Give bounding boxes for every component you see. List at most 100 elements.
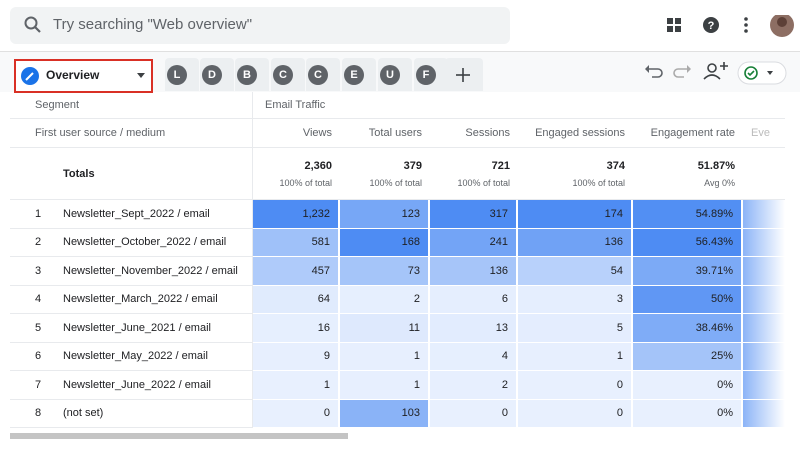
metric-cell: 0 [518, 371, 633, 400]
tab[interactable]: B [235, 58, 269, 91]
metric-cell: 3 [518, 285, 633, 314]
tab[interactable]: C [271, 58, 305, 91]
row-index: 5 [10, 314, 55, 343]
metric-cell [743, 200, 785, 229]
tab[interactable]: C [306, 58, 340, 91]
metric-cell: 1 [518, 342, 633, 371]
tab[interactable]: L [165, 58, 199, 91]
svg-text:?: ? [708, 20, 715, 32]
tab-letter: U [380, 65, 400, 85]
segment-label: Segment [10, 92, 253, 119]
metric-cell: 1 [340, 342, 430, 371]
total-value: 374 [606, 159, 625, 172]
metric-cell: 123 [340, 200, 430, 229]
metric-cell: 241 [430, 228, 518, 257]
column-header: Eve [743, 119, 785, 148]
metric-cell: 2 [430, 371, 518, 400]
metric-cell: 136 [518, 228, 633, 257]
tab-letter: F [416, 65, 436, 85]
tab-label: Overview [46, 68, 100, 82]
search-icon [24, 16, 41, 33]
metric-cell: 56.43% [633, 228, 743, 257]
totals-cell: 51.87% Avg 0% [633, 148, 743, 200]
tab-letter: C [273, 65, 293, 85]
total-sub: 100% of total [572, 177, 625, 188]
tab[interactable]: F [414, 58, 448, 91]
metric-cell [743, 342, 785, 371]
row-index: 3 [10, 257, 55, 286]
metric-cell: 457 [253, 257, 340, 286]
tab-letter: C [308, 65, 328, 85]
totals-cell [743, 148, 785, 200]
row-index: 8 [10, 400, 55, 428]
dimension-label: First user source / medium [10, 119, 253, 148]
tab[interactable]: D [200, 58, 234, 91]
column-header: Engaged sessions [518, 119, 633, 148]
total-sub: 100% of total [369, 177, 422, 188]
metric-cell [743, 285, 785, 314]
tab-letter: E [344, 65, 364, 85]
total-value: 721 [491, 159, 510, 172]
total-sub: 100% of total [279, 177, 332, 188]
metric-cell: 25% [633, 342, 743, 371]
plus-icon [456, 68, 470, 82]
segment-value: Email Traffic [253, 92, 785, 119]
metric-cell: 9 [253, 342, 340, 371]
metric-cell: 50% [633, 285, 743, 314]
metric-cell: 39.71% [633, 257, 743, 286]
metric-cell: 168 [340, 228, 430, 257]
metric-cell: 54 [518, 257, 633, 286]
metric-cell: 4 [430, 342, 518, 371]
row-dimension: Newsletter_October_2022 / email [55, 228, 253, 257]
metric-cell: 73 [340, 257, 430, 286]
metric-cell: 54.89% [633, 200, 743, 229]
metric-cell: 581 [253, 228, 340, 257]
row-dimension: Newsletter_June_2021 / email [55, 314, 253, 343]
total-sub: 100% of total [457, 177, 510, 188]
tab[interactable]: E [342, 58, 376, 91]
tab[interactable]: U [378, 58, 412, 91]
metric-cell: 1 [253, 371, 340, 400]
metric-cell: 13 [430, 314, 518, 343]
column-header: Sessions [430, 119, 518, 148]
metric-cell: 38.46% [633, 314, 743, 343]
metric-cell: 317 [430, 200, 518, 229]
row-index: 2 [10, 229, 55, 257]
total-value: 51.87% [697, 159, 735, 172]
column-header: Engagement rate [633, 119, 743, 148]
metric-cell: 6 [430, 285, 518, 314]
row-dimension: Newsletter_May_2022 / email [55, 342, 253, 371]
scrollbar[interactable] [10, 433, 348, 439]
row-index: 1 [10, 200, 55, 229]
totals-cell: 2,360 100% of total [253, 148, 340, 200]
metric-cell: 16 [253, 314, 340, 343]
tab-letter: L [167, 65, 187, 85]
totals-cell: 374 100% of total [518, 148, 633, 200]
row-index: 4 [10, 286, 55, 314]
search-placeholder: Try searching "Web overview" [53, 16, 253, 33]
row-dimension: Newsletter_March_2022 / email [55, 285, 253, 314]
row-dimension: (not set) [55, 399, 253, 428]
metric-cell: 2 [340, 285, 430, 314]
toolbar-icons [645, 61, 787, 85]
totals-cell: 379 100% of total [340, 148, 430, 200]
metric-cell: 5 [518, 314, 633, 343]
search-box[interactable] [10, 7, 510, 44]
total-value: 379 [403, 159, 422, 172]
metric-cell: 1 [340, 371, 430, 400]
total-value: 2,360 [304, 159, 332, 172]
column-header: Views [253, 119, 340, 148]
metric-cell: 174 [518, 200, 633, 229]
tab-icons [21, 67, 145, 85]
metric-cell: 0 [253, 399, 340, 428]
tab-letter: D [202, 65, 222, 85]
totals-label: Totals [10, 148, 253, 200]
totals-cell: 721 100% of total [430, 148, 518, 200]
metric-cell: 0 [518, 399, 633, 428]
metric-cell [743, 314, 785, 343]
top-bar [0, 0, 800, 52]
metric-cell: 64 [253, 285, 340, 314]
metric-cell [743, 371, 785, 400]
metric-cell: 11 [340, 314, 430, 343]
